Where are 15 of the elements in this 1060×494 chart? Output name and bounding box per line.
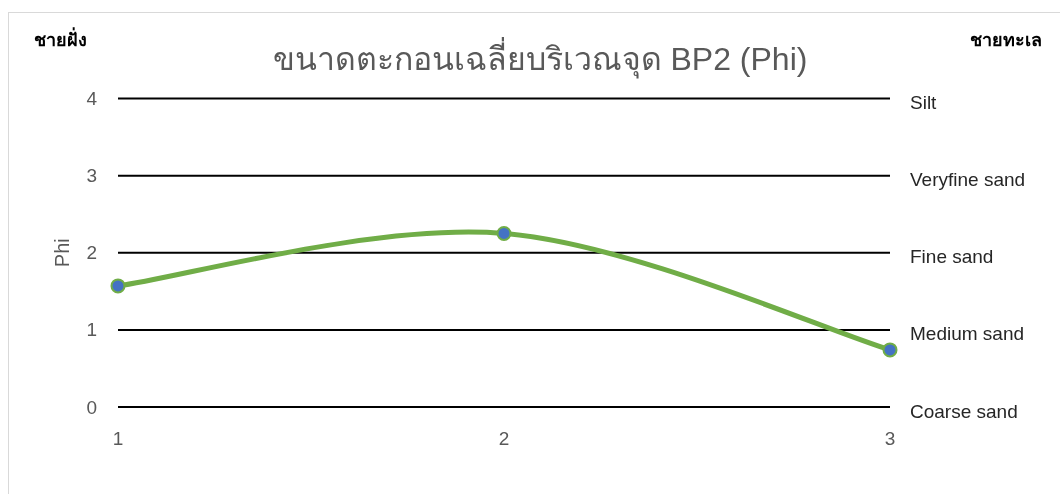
y-tick-label: 1 bbox=[86, 319, 97, 341]
annotation: ชายทะเล bbox=[970, 30, 1042, 50]
x-tick-label: 2 bbox=[498, 427, 510, 449]
y-tick-label: 2 bbox=[86, 242, 97, 264]
annotation: Veryfine sand bbox=[910, 169, 1026, 191]
y-tick-label: 4 bbox=[86, 88, 97, 109]
x-tick-label: 3 bbox=[884, 427, 896, 449]
y-tick-label: 3 bbox=[86, 165, 97, 187]
x-tick-label: 1 bbox=[112, 427, 124, 449]
y-tick-label: 0 bbox=[86, 396, 97, 418]
annotation: Silt bbox=[910, 92, 937, 113]
annotation: Fine sand bbox=[910, 246, 994, 268]
y-axis-title: Phi bbox=[51, 238, 73, 268]
annotation: Medium sand bbox=[910, 323, 1025, 345]
annotation: Coarse sand bbox=[910, 400, 1018, 422]
